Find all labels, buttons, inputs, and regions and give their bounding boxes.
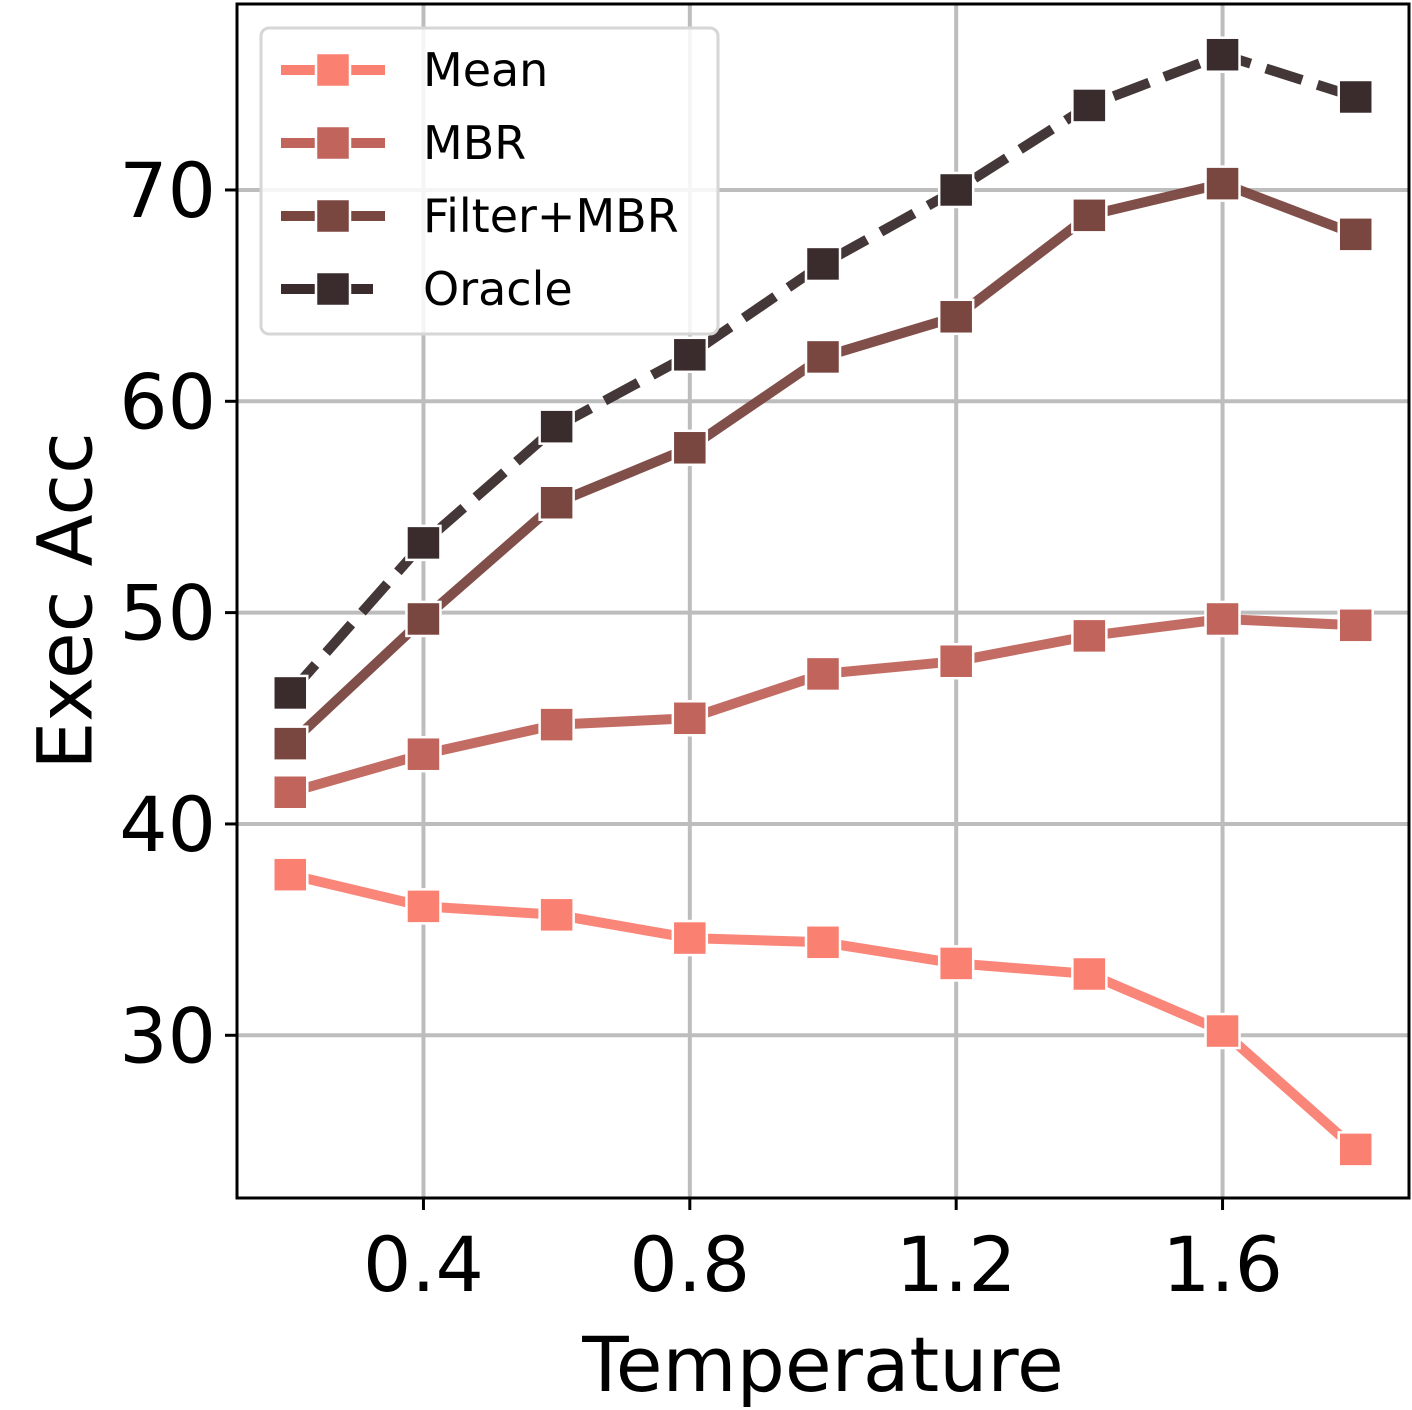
data-point-oracle bbox=[804, 245, 842, 283]
legend-swatch-marker bbox=[314, 51, 352, 89]
y-tick-label: 70 bbox=[119, 146, 216, 235]
y-axis-label: Exec Acc bbox=[21, 432, 110, 770]
data-point-mbr bbox=[804, 655, 842, 693]
series-mbr bbox=[272, 600, 1374, 811]
data-point-mean bbox=[1204, 1012, 1241, 1050]
data-point-mean bbox=[671, 919, 709, 957]
plot-frame bbox=[235, 2, 1411, 1200]
series-filter-mbr bbox=[272, 165, 1374, 762]
y-tick-label: 40 bbox=[119, 780, 216, 869]
data-point-mbr bbox=[1337, 607, 1374, 644]
legend-label: Filter+MBR bbox=[423, 189, 679, 243]
data-point-oracle bbox=[671, 336, 709, 374]
y-tick-label: 60 bbox=[119, 357, 216, 446]
x-axis-ticks: 0.4 0.8 1.2 1.6 bbox=[363, 1198, 1283, 1309]
legend-swatch-marker bbox=[314, 270, 352, 308]
legend-label: Oracle bbox=[423, 262, 573, 316]
data-point-mean bbox=[1337, 1131, 1374, 1168]
data-point-oracle bbox=[1071, 87, 1108, 124]
legend-swatch-marker bbox=[314, 124, 352, 162]
y-tick-label: 30 bbox=[119, 991, 216, 1080]
x-tick-label: 1.6 bbox=[1162, 1220, 1283, 1309]
data-point-mean bbox=[272, 856, 309, 893]
x-axis-label: Temperature bbox=[581, 1320, 1063, 1409]
data-point-oracle bbox=[1337, 78, 1374, 116]
data-point-mean bbox=[804, 924, 842, 961]
series-oracle bbox=[272, 36, 1374, 712]
data-point-filter-mbr bbox=[538, 484, 575, 521]
x-tick-label: 0.4 bbox=[363, 1220, 484, 1309]
series-line-mean bbox=[289, 869, 1360, 1154]
legend-item-mean: Mean bbox=[281, 43, 548, 97]
data-point-filter-mbr bbox=[937, 298, 975, 336]
data-point-oracle bbox=[405, 524, 442, 562]
data-point-mbr bbox=[272, 774, 309, 811]
data-point-mbr bbox=[405, 735, 442, 773]
data-point-filter-mbr bbox=[1204, 165, 1241, 202]
data-point-filter-mbr bbox=[405, 600, 442, 638]
data-point-mbr bbox=[538, 706, 575, 743]
data-point-oracle bbox=[937, 171, 975, 209]
data-point-mbr bbox=[671, 700, 709, 737]
y-tick-label: 50 bbox=[119, 569, 216, 658]
legend-box bbox=[259, 26, 720, 336]
legend-label: Mean bbox=[423, 43, 548, 97]
data-point-filter-mbr bbox=[804, 338, 842, 376]
data-point-oracle bbox=[538, 408, 575, 445]
data-point-mean bbox=[538, 896, 575, 934]
data-point-filter-mbr bbox=[1337, 216, 1374, 253]
x-tick-label: 0.8 bbox=[629, 1220, 750, 1309]
x-tick-label: 1.2 bbox=[896, 1220, 1017, 1309]
data-point-mean bbox=[1071, 955, 1108, 993]
legend-item-filter-mbr: Filter+MBR bbox=[281, 189, 679, 243]
data-point-filter-mbr bbox=[1071, 197, 1108, 234]
data-point-mean bbox=[405, 888, 442, 925]
series-mean bbox=[272, 856, 1374, 1168]
data-point-mbr bbox=[937, 642, 975, 680]
y-axis-ticks: 30 40 50 60 70 bbox=[119, 146, 237, 1080]
series-layer bbox=[272, 36, 1374, 1168]
legend-label: MBR bbox=[423, 116, 526, 170]
data-point-filter-mbr bbox=[671, 429, 709, 467]
series-line-mbr bbox=[288, 614, 1356, 798]
data-point-oracle bbox=[1204, 36, 1241, 73]
legend: Mean MBR Filter+MBR Oracle bbox=[259, 26, 720, 336]
data-point-mbr bbox=[1071, 617, 1108, 655]
data-point-oracle bbox=[272, 674, 309, 712]
data-point-filter-mbr bbox=[272, 725, 309, 762]
series-line-oracle bbox=[286, 49, 1358, 697]
legend-item-mbr: MBR bbox=[281, 116, 526, 170]
data-point-mean bbox=[937, 945, 975, 982]
data-point-mbr bbox=[1204, 600, 1241, 638]
legend-swatch-marker bbox=[314, 197, 352, 235]
legend-item-oracle: Oracle bbox=[281, 262, 573, 316]
